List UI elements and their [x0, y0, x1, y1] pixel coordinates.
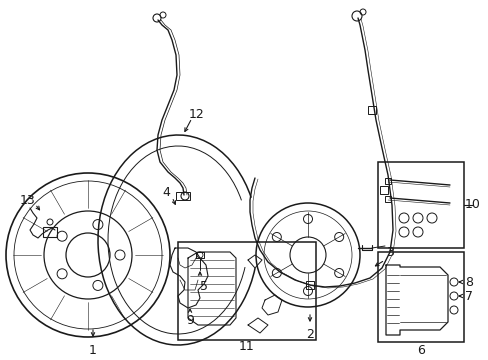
Text: 8: 8	[464, 275, 472, 288]
Text: 2: 2	[305, 328, 313, 342]
Text: 3: 3	[385, 247, 393, 260]
Text: 6: 6	[416, 343, 424, 356]
Bar	[43, 227, 57, 237]
Bar	[305, 281, 313, 289]
Bar	[377, 162, 463, 248]
Text: 13: 13	[20, 194, 36, 207]
Text: 5: 5	[200, 279, 207, 292]
Bar	[384, 178, 390, 184]
Bar	[178, 242, 315, 340]
Text: 1: 1	[89, 343, 97, 356]
Bar	[384, 196, 390, 202]
Text: 12: 12	[189, 108, 204, 122]
Bar	[367, 106, 375, 114]
Bar	[379, 186, 387, 194]
Bar	[176, 192, 190, 200]
Bar	[377, 252, 463, 342]
Text: 10: 10	[464, 198, 480, 211]
Text: 7: 7	[464, 289, 472, 302]
Text: 9: 9	[185, 314, 194, 327]
Text: 11: 11	[239, 341, 254, 354]
Text: 4: 4	[162, 186, 170, 199]
